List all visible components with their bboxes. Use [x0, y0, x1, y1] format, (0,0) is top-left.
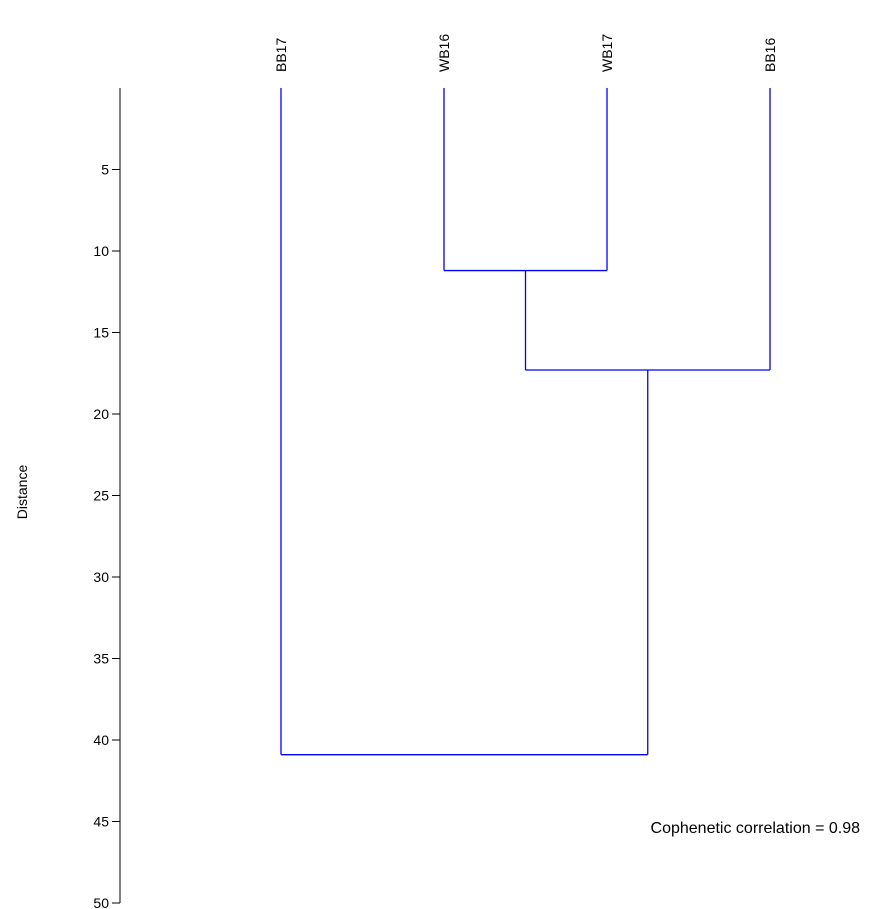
leaf-label: BB17 [273, 38, 289, 72]
y-tick-label: 35 [93, 651, 109, 667]
y-tick-label: 10 [93, 243, 109, 259]
leaf-labels: BB17 WB16 WB17 BB16 [273, 34, 778, 72]
y-tick-label: 25 [93, 488, 109, 504]
y-tick-label: 50 [93, 895, 109, 909]
y-tick-label: 45 [93, 814, 109, 830]
y-tick-label: 20 [93, 406, 109, 422]
y-tick-label: 40 [93, 732, 109, 748]
y-tick-label: 15 [93, 325, 109, 341]
y-axis-ticks: 5 10 15 20 25 30 35 40 45 50 [93, 162, 120, 909]
y-tick-label: 5 [101, 162, 109, 178]
y-tick-label: 30 [93, 569, 109, 585]
cophenetic-correlation-annotation: Cophenetic correlation = 0.98 [651, 820, 861, 837]
leaf-label: BB16 [762, 38, 778, 72]
dendrogram-branches [280, 88, 771, 756]
leaf-label: WB17 [599, 34, 615, 72]
y-axis-title: Distance [14, 465, 30, 520]
leaf-label: WB16 [436, 34, 452, 72]
